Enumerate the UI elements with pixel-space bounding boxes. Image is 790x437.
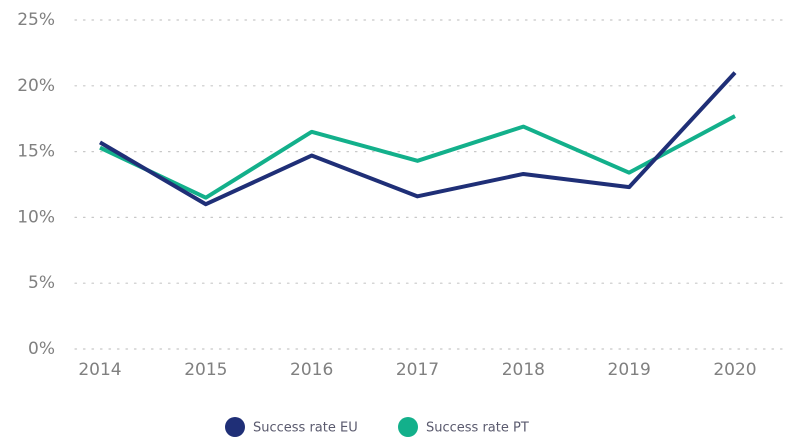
y-tick-label: 20% <box>17 76 55 96</box>
y-tick-label: 25% <box>17 10 55 30</box>
legend-label: Success rate PT <box>426 421 529 436</box>
y-tick-label: 0% <box>28 339 55 359</box>
x-tick-label: 2016 <box>290 360 333 380</box>
legend-label: Success rate EU <box>253 421 358 436</box>
x-tick-label: 2019 <box>608 360 651 380</box>
x-tick-label: 2014 <box>78 360 121 380</box>
x-tick-label: 2015 <box>184 360 227 380</box>
x-tick-label: 2017 <box>396 360 439 380</box>
series-line <box>99 114 736 200</box>
x-tick-label: 2020 <box>713 360 756 380</box>
x-tick-label: 2018 <box>502 360 545 380</box>
y-tick-label: 10% <box>17 207 55 227</box>
y-tick-label: 15% <box>17 142 55 162</box>
legend-marker <box>225 417 245 437</box>
series-line <box>98 71 737 207</box>
legend-marker <box>398 417 418 437</box>
y-tick-label: 5% <box>28 273 55 293</box>
